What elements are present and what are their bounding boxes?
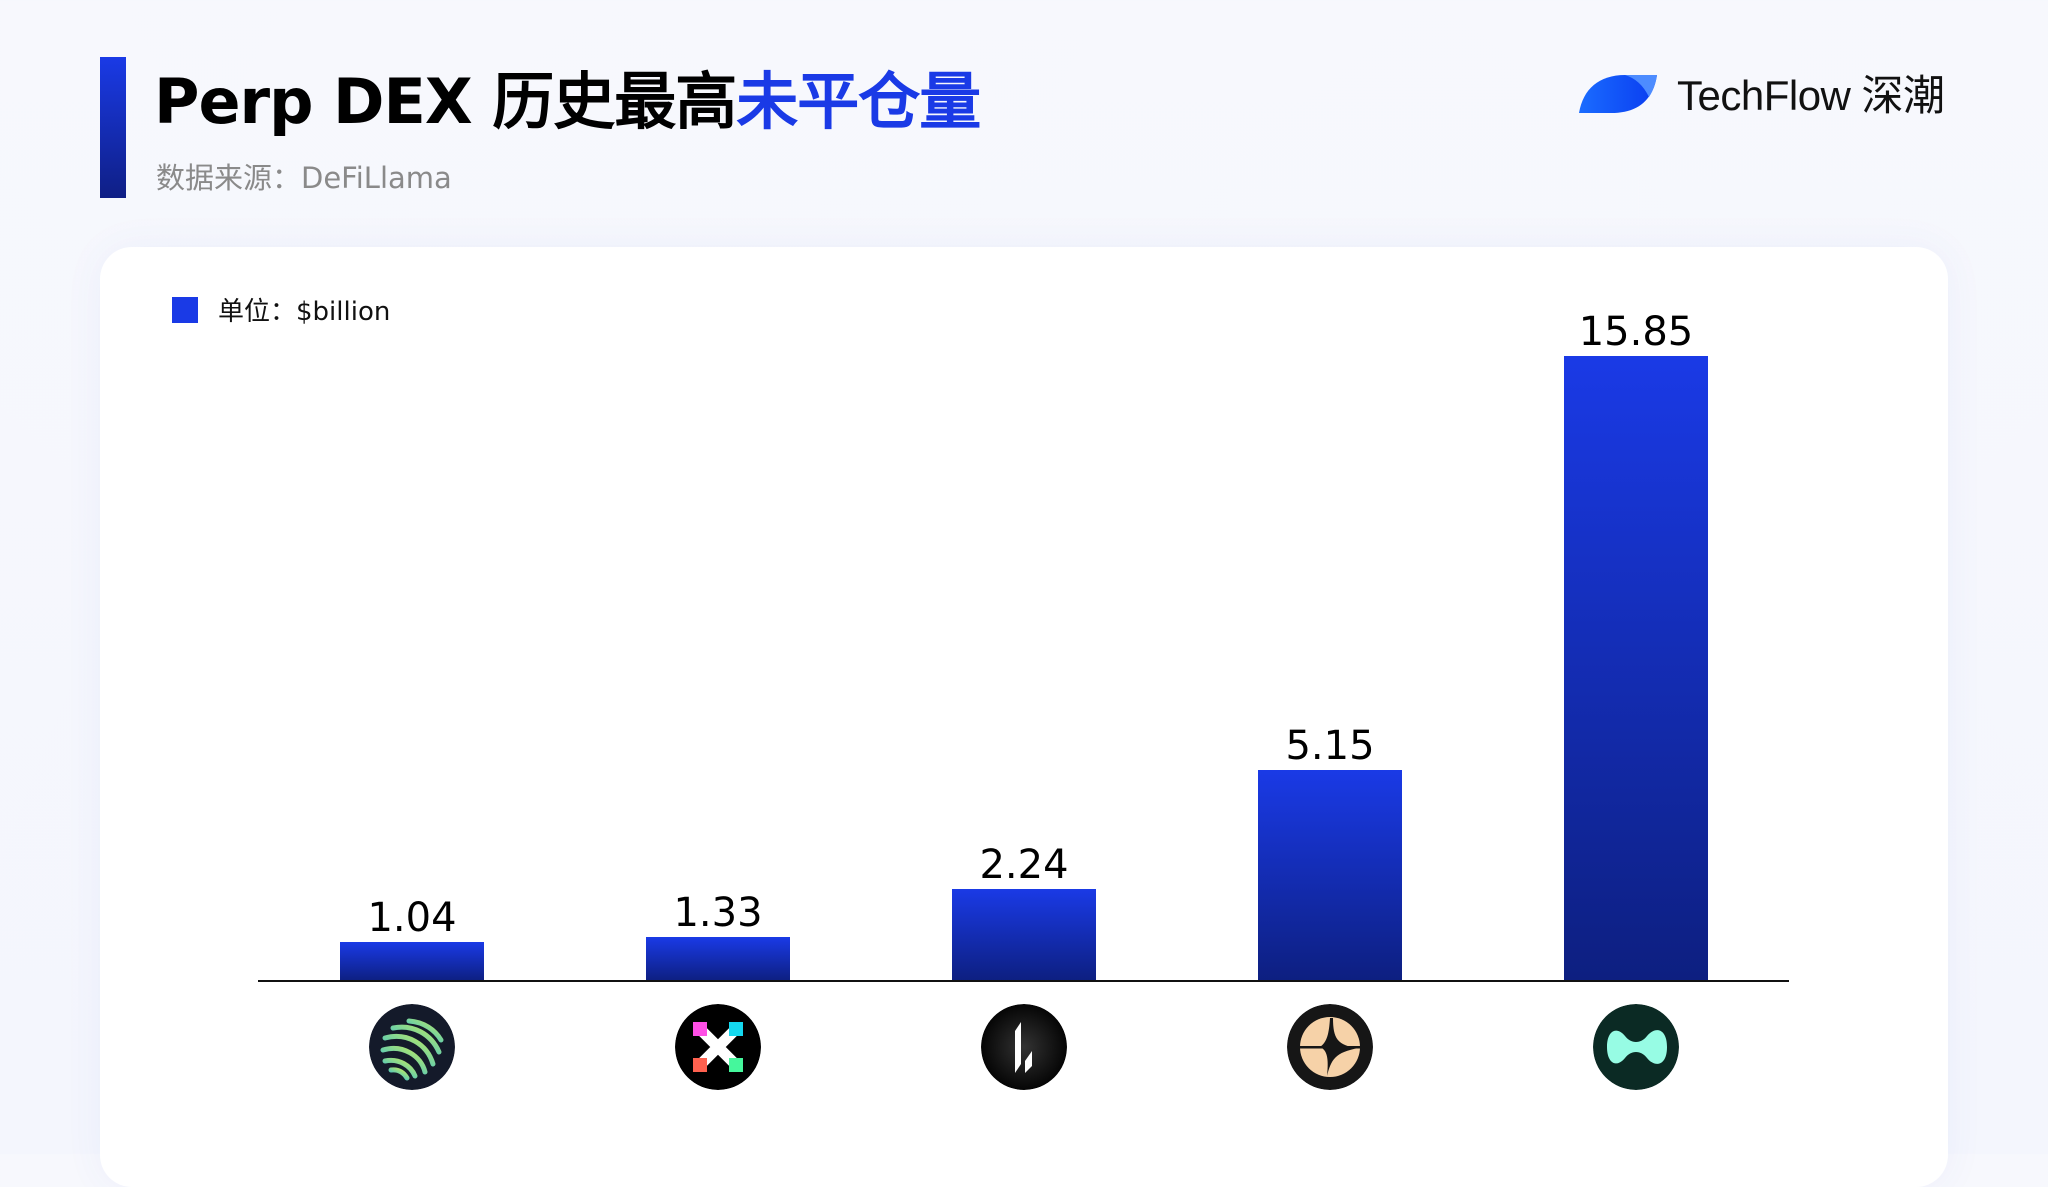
bar-value-label: 5.15 [1285,723,1375,769]
bar-value-label: 15.85 [1578,309,1694,355]
leaf-logo-icon [1579,74,1657,113]
title-main: Perp DEX 历史最高 [154,65,737,138]
bar [1258,770,1402,981]
chart-legend: 单位：$billion [172,291,390,328]
title-highlight: 未平仓量 [736,65,981,138]
x-axis-line [258,980,1789,982]
hyperliquid-logo-icon [1593,1004,1679,1090]
bar [340,942,484,981]
aster-star-logo-icon [1287,1004,1373,1090]
bar [952,889,1096,981]
page-title: Perp DEX 历史最高未平仓量 [154,60,981,144]
bar-value-label: 1.33 [673,890,763,936]
bar [1564,356,1708,981]
bar [646,937,790,981]
striped-globe-logo-icon [369,1004,455,1090]
legend-label: 单位：$billion [218,297,391,327]
brand-name: TechFlow 深潮 [1677,72,1945,119]
bar-value-label: 1.04 [367,895,457,941]
title-accent-bar [100,57,126,198]
chart-card: 单位：$billion 1.04 1.33 2.24 5.15 15.85 [100,247,1948,1187]
data-source-label: 数据来源：DeFiLlama [156,161,452,195]
lighter-l-logo-icon [981,1004,1067,1090]
x-squares-logo-icon [675,1004,761,1090]
techflow-logo: TechFlow 深潮 [1577,62,1945,123]
bar-value-label: 2.24 [979,842,1069,888]
legend-swatch [172,296,198,323]
